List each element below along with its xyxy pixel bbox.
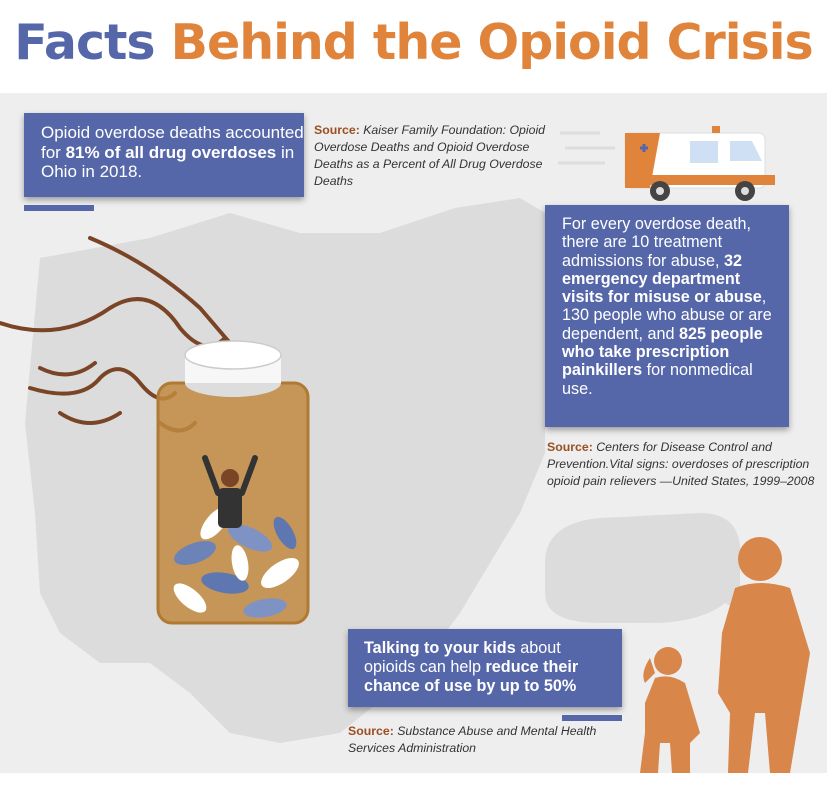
source-label: Source: xyxy=(547,440,593,454)
page-title: Facts Behind the Opioid Crisis xyxy=(0,14,827,71)
source-text: Kaiser Family Foundation: Opioid Overdos… xyxy=(314,123,546,188)
fact-box-ohio-deaths: Opioid overdose deaths accounted for 81%… xyxy=(24,113,304,211)
source-note-2: Source: Centers for Disease Control and … xyxy=(547,439,817,490)
infographic-panel: Opioid overdose deaths accounted for 81%… xyxy=(0,93,827,773)
source-text: Substance Abuse and Mental Health Servic… xyxy=(348,724,597,755)
pill-bottle xyxy=(156,340,310,625)
title-rest: Behind the Opioid Crisis xyxy=(170,14,814,71)
fact-highlight: 32 emergency department visits for misus… xyxy=(562,251,762,307)
pills xyxy=(173,506,299,618)
box-tail xyxy=(562,715,622,721)
source-note-3: Source: Substance Abuse and Mental Healt… xyxy=(348,723,618,757)
box-tail xyxy=(24,205,94,211)
illustration-layer xyxy=(0,126,810,773)
fact-highlight: 825 people who take prescription painkil… xyxy=(562,324,763,380)
fact-text: , 130 people who abuse or are dependent,… xyxy=(562,288,772,343)
parent-child-silhouette xyxy=(640,537,810,773)
source-note-1: Source: Kaiser Family Foundation: Opioid… xyxy=(314,122,554,190)
fact-highlight: Talking to your kids xyxy=(364,639,516,657)
fact-highlight: 81% of all drug overdoses xyxy=(65,142,277,162)
fact-box-talk-to-kids: Talking to your kids about opioids can h… xyxy=(348,629,622,721)
fact-text: in Ohio in 2018. xyxy=(41,142,295,182)
ambulance xyxy=(558,126,775,201)
fact-text: about opioids can help xyxy=(364,639,561,676)
source-text: Centers for Disease Control and Preventi… xyxy=(547,440,815,488)
fact-text: For every overdose death, there are 10 t… xyxy=(562,215,751,270)
trapped-person xyxy=(202,455,258,528)
fact-box-overdose-ratio: For every overdose death, there are 10 t… xyxy=(545,205,789,427)
fact-text: Opioid overdose deaths accounted for xyxy=(41,123,304,162)
title-word-facts: Facts xyxy=(14,14,155,71)
fact-highlight: reduce their chance of use by up to 50% xyxy=(364,658,579,695)
source-label: Source: xyxy=(348,724,394,738)
source-label: Source: xyxy=(314,123,360,137)
speech-bubble xyxy=(545,513,755,623)
fact-text: for nonmedical use. xyxy=(562,361,753,398)
